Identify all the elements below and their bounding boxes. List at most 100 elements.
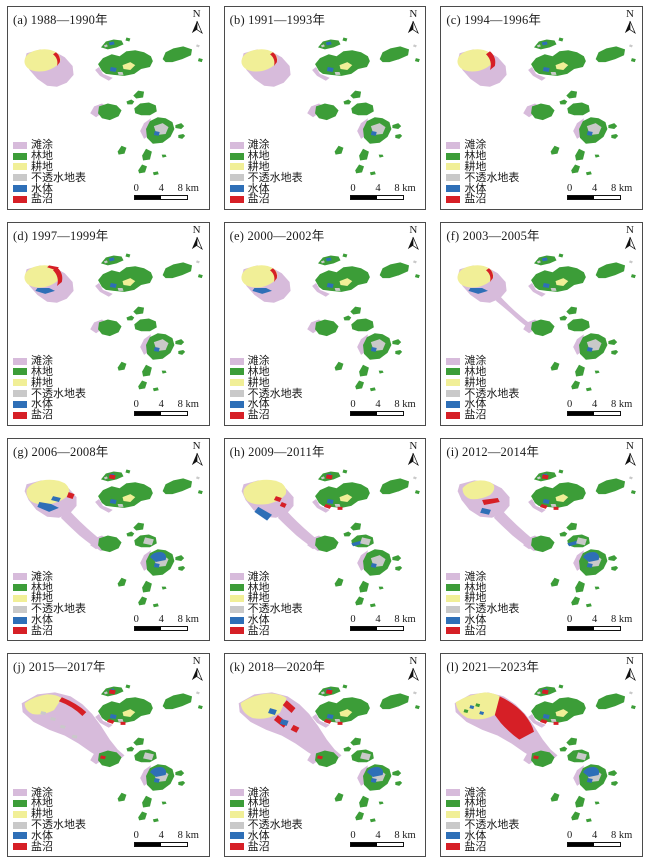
scale-label: 8 km [394,614,416,626]
legend-swatch [446,368,461,376]
land-region [528,67,547,81]
land-region [595,801,600,805]
land-region [175,554,185,561]
scale-label: 8 km [611,398,633,410]
panel-title: (j) 2015—2017年 [13,660,106,675]
legend-label: 林地 [247,797,270,810]
land-region [575,364,586,377]
legend-label: 不透水地表 [247,603,303,616]
land-region [566,737,578,746]
land-region [379,262,409,278]
legend-item: 滩涂 [13,571,86,582]
legend-label: 盐沼 [31,193,53,206]
scale-label: 8 km [177,182,199,194]
legend-item: 耕地 [13,809,86,820]
land-region [53,267,63,286]
legend-item: 耕地 [229,592,303,605]
land-region [378,154,384,158]
land-region [587,778,594,784]
scale-segment-dark [134,195,161,199]
land-region [334,287,341,291]
panel-frame: (d) 1997—1999年 N 滩涂 林地 耕地 不透水地表 水体 盐沼 0 4 8 km [7,221,210,426]
legend-swatch [13,357,27,365]
land-region [98,319,122,336]
legend-swatch [446,390,461,397]
panel-frame: (j) 2015—2017年 N 滩涂 林地 耕地 不透水地表 水体 盐沼 0 4 8 km [7,653,210,857]
north-label: N [626,8,634,20]
land-region [311,498,330,513]
legend-item: 盐沼 [13,410,86,421]
land-region [138,595,147,605]
legend-label: 盐沼 [464,840,487,853]
legend-label: 滩涂 [247,570,270,583]
scale-bar: 0 4 8 km [133,614,204,634]
legend-item: 滩涂 [229,787,303,798]
land-region [528,714,547,729]
land-region [566,522,578,531]
land-region [354,595,364,605]
scale-bar: 0 4 8 km [133,830,204,850]
legend-item: 水体 [229,829,303,842]
land-region [356,118,368,139]
north-label: N [192,8,201,20]
scale-labels: 0 4 8 km [567,830,637,841]
legend-label: 耕地 [247,592,270,605]
map-canvas [457,469,637,607]
land-region [103,260,108,264]
land-region [378,370,384,374]
land-region [109,67,117,72]
legend-swatch [229,832,244,840]
scale-bar: 0 4 8 km [350,183,420,203]
legend-item: 盐沼 [13,625,86,636]
land-region [378,801,384,805]
land-region [573,118,585,139]
land-region [314,50,370,76]
land-region [595,693,626,710]
panel-title: (h) 2009—2011年 [229,444,325,459]
land-region [412,44,417,48]
legend-swatch [446,594,461,602]
legend-item: 滩涂 [229,356,303,367]
legend-swatch [13,368,27,376]
land-region [138,811,147,821]
legend-label: 不透水地表 [247,387,303,400]
scale-segment-dark [568,195,594,199]
legend-label: 滩涂 [464,355,487,368]
land-region [533,755,540,760]
map-panel-b: (b) 1991—1993年 N 滩涂 林地 耕地 不透水地表 水体 盐沼 0 4 8 km [217,0,434,216]
scale-label: 8 km [394,182,416,194]
land-region [559,99,568,105]
panel-frame: (g) 2006—2008年 N 滩涂 林地 耕地 不透水地表 水体 盐沼 0 4 8 km [7,437,210,642]
legend-label: 耕地 [247,808,270,821]
legend-item: 耕地 [446,161,519,172]
land-region [134,102,157,116]
legend-label: 滩涂 [247,139,270,152]
land-region [108,257,115,262]
legend-item: 林地 [446,798,519,809]
legend-label: 耕地 [247,376,270,389]
land-region [197,705,203,710]
land-region [138,380,147,390]
land-region [567,318,591,332]
land-region [339,62,352,70]
legend-label: 滩涂 [464,139,487,152]
legend-label: 耕地 [247,160,270,173]
scale-label: 4 [158,614,164,626]
land-region [66,491,75,499]
scale-label: 4 [375,830,381,841]
land-region [95,498,113,513]
legend: 滩涂 林地 耕地 不透水地表 水体 盐沼 [446,140,519,205]
land-region [195,691,200,695]
land-region [575,148,586,161]
land-region [587,131,594,136]
legend-item: 不透水地表 [229,172,303,183]
land-region [320,260,325,264]
land-region [531,103,555,121]
land-region [543,282,550,288]
legend-label: 水体 [247,829,270,842]
land-region [629,44,634,48]
scale-label: 4 [592,182,598,194]
land-region [412,260,417,264]
legend-swatch [229,195,244,203]
